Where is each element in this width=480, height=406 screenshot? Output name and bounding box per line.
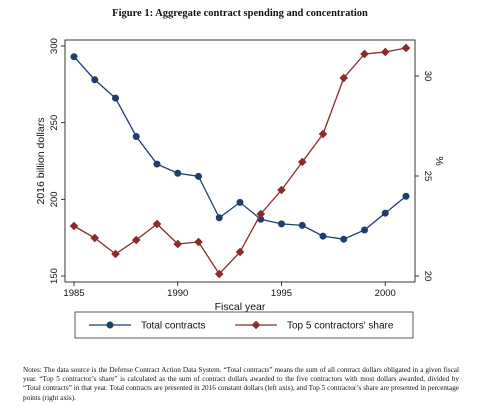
data-point (277, 185, 286, 195)
data-point (194, 237, 203, 247)
legend-marker (106, 321, 114, 329)
x-tick-label: 1995 (271, 288, 292, 299)
legend-label: Top 5 contractors' share (287, 321, 394, 332)
y-right-tick-label: 30 (422, 71, 433, 82)
y-right-tick-label: 25 (422, 171, 433, 182)
series-1 (70, 53, 410, 243)
data-point (318, 129, 328, 139)
data-point (380, 47, 390, 57)
data-point (297, 157, 307, 167)
data-point (153, 160, 161, 168)
data-point (195, 172, 202, 180)
data-point (214, 269, 224, 279)
y-left-tick-label: 300 (49, 38, 60, 54)
data-point (402, 192, 410, 200)
figure-notes: Notes: The data source is the Defense Co… (23, 366, 459, 402)
x-tick-label: 1990 (167, 288, 188, 299)
series-layer (69, 43, 411, 279)
legend-entry: Total contracts (89, 321, 205, 332)
legend-entry: Top 5 contractors' share (235, 321, 394, 332)
legend: Total contracts Top 5 contractors' share (74, 311, 414, 339)
data-point (91, 76, 99, 84)
data-point (361, 226, 368, 234)
y-right-tick-label: 20 (422, 271, 433, 282)
data-point (236, 198, 244, 206)
y-left-tick-label: 150 (49, 268, 60, 284)
data-point (173, 239, 183, 249)
data-point (319, 232, 327, 240)
x-tick-label: 2000 (375, 288, 396, 299)
data-point (112, 94, 119, 102)
data-point (111, 249, 120, 259)
data-point (360, 49, 369, 59)
data-point (132, 132, 140, 140)
plot-frame (64, 39, 416, 283)
data-point (340, 235, 348, 243)
y-left-tick-label: 200 (49, 191, 60, 207)
data-point (215, 214, 223, 222)
series-line (73, 56, 407, 240)
data-point (90, 233, 100, 243)
legend-marker (251, 320, 261, 330)
data-point (69, 221, 79, 231)
data-point (235, 247, 245, 257)
y-right-axis-label: % (433, 156, 445, 165)
data-point (278, 220, 285, 228)
legend-label: Total contracts (141, 321, 205, 332)
series-2 (69, 43, 411, 279)
figure-title: Figure 1: Aggregate contract spending an… (112, 8, 368, 19)
data-point (152, 219, 162, 229)
y-left-tick-label: 250 (49, 115, 60, 131)
data-point (298, 221, 306, 229)
data-point (174, 169, 182, 177)
data-point (70, 53, 78, 61)
data-point (131, 235, 141, 245)
data-point (401, 43, 411, 53)
axes: 1985 1990 1995 2000 150 200 250 300 20 25 30 Fiscal… (35, 38, 445, 313)
x-axis-label: Fiscal year (215, 301, 266, 313)
series-line (73, 47, 407, 276)
data-point (339, 73, 349, 83)
y-left-axis-label: 2016 billion dollars (35, 118, 47, 205)
data-point (381, 209, 389, 217)
data-point (256, 209, 266, 219)
x-tick-label: 1985 (63, 288, 84, 299)
